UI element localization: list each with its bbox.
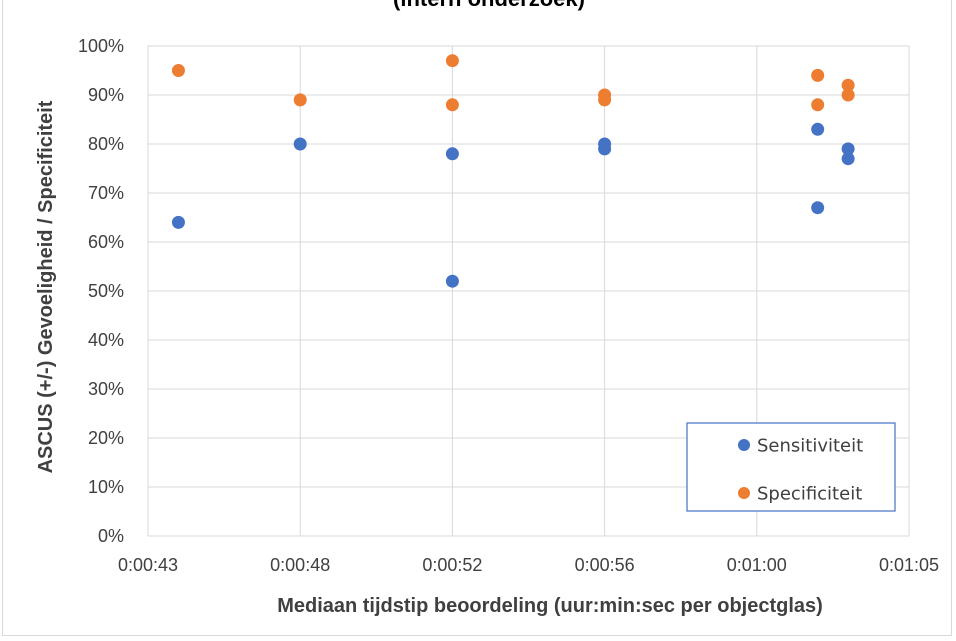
specificiteit-point bbox=[841, 88, 855, 102]
specificiteit-point bbox=[293, 93, 307, 107]
y-tick-label: 70% bbox=[88, 183, 124, 203]
y-axis-title: ASCUS (+/-) Gevoeligheid / Specificiteit bbox=[35, 100, 57, 473]
y-tick-label: 0% bbox=[98, 526, 124, 546]
specificiteit-point bbox=[445, 54, 459, 68]
sensitiviteit-legend-label: Sensitiviteit bbox=[757, 436, 863, 457]
legend: Sensitiviteit Specificiteit bbox=[686, 422, 896, 512]
y-tick-label: 30% bbox=[88, 379, 124, 399]
y-tick-label: 100% bbox=[78, 36, 124, 56]
specificiteit-point bbox=[598, 93, 612, 107]
legend-box bbox=[686, 422, 896, 512]
specificiteit-point bbox=[445, 98, 459, 112]
y-tick-label: 80% bbox=[88, 134, 124, 154]
specificiteit-point bbox=[171, 64, 185, 77]
x-tick-label: 0:00:48 bbox=[270, 555, 330, 575]
x-tick-label: 0:00:43 bbox=[118, 555, 178, 575]
sensitiviteit-legend-marker bbox=[738, 439, 750, 451]
y-tick-label: 50% bbox=[88, 281, 124, 301]
specificiteit-legend-label: Specificiteit bbox=[757, 484, 862, 505]
chart-title: (intern onderzoek) bbox=[393, 0, 585, 11]
specificiteit-legend-marker bbox=[738, 487, 750, 499]
sensitiviteit-point bbox=[171, 215, 185, 229]
sensitiviteit-point bbox=[841, 142, 855, 156]
specificiteit-point bbox=[811, 98, 825, 112]
specificiteit-point bbox=[811, 68, 825, 82]
sensitiviteit-point bbox=[841, 152, 855, 166]
y-tick-label: 40% bbox=[88, 330, 124, 350]
x-axis-title: Mediaan tijdstip beoordeling (uur:min:se… bbox=[277, 595, 823, 617]
sensitiviteit-point bbox=[445, 274, 459, 288]
sensitiviteit-point bbox=[598, 142, 612, 156]
sensitiviteit-point bbox=[811, 122, 825, 136]
x-tick-label: 0:01:05 bbox=[879, 555, 939, 575]
y-tick-label: 20% bbox=[88, 428, 124, 448]
x-tick-label: 0:01:00 bbox=[727, 555, 787, 575]
specificiteit-point bbox=[841, 78, 855, 92]
sensitiviteit-point bbox=[293, 137, 307, 151]
sensitiviteit-point bbox=[811, 201, 825, 215]
y-tick-label: 10% bbox=[88, 477, 124, 497]
x-tick-label: 0:00:56 bbox=[575, 555, 635, 575]
y-tick-label: 90% bbox=[88, 85, 124, 105]
y-tick-label: 60% bbox=[88, 232, 124, 252]
x-tick-label: 0:00:52 bbox=[422, 555, 482, 575]
sensitiviteit-point bbox=[445, 147, 459, 161]
